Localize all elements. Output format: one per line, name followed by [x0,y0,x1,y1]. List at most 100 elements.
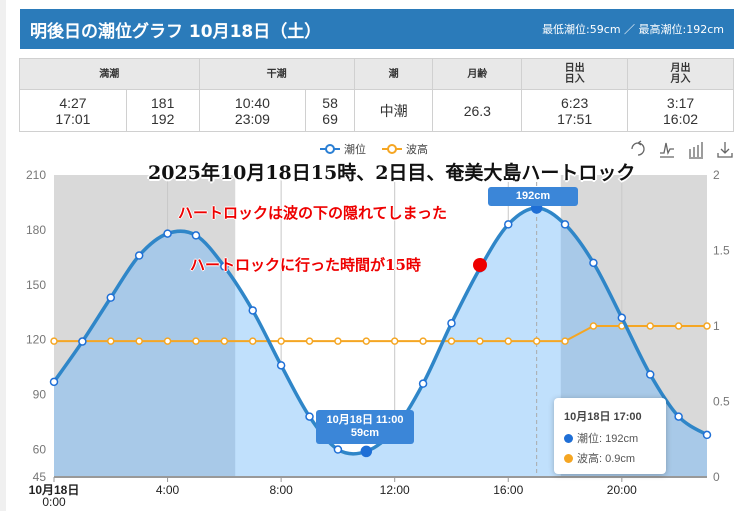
y-left-tick: 150 [26,278,46,292]
y-left-tick: 180 [26,223,46,237]
tide-point [191,231,201,240]
tide-dot-icon [564,433,573,443]
page-title: 明後日の潮位グラフ 10月18日（土） [30,21,322,42]
tide-point [418,379,428,388]
tooltip-tide: 潮位: 192cm [577,433,639,445]
tide-point [560,220,570,229]
bar-chart-icon[interactable] [689,142,703,159]
moon-age: 26.3 [432,89,523,132]
tooltip-wave: 波高: 0.9cm [577,453,636,465]
chart-header: 明後日の潮位グラフ 10月18日（土） 最低潮位:59cm ／ 最高潮位:192… [20,9,734,49]
high-label-text: 192cm [515,190,551,202]
wave-point [589,322,598,330]
wave-point [447,337,456,345]
page-edge [0,0,6,511]
tide-point [674,412,683,421]
wave-point [334,337,342,345]
wave-point [646,322,654,330]
low-tide-levels: 58 69 [305,89,355,132]
header-high-tide: 満潮 [19,58,200,90]
y-right-tick: 1 [713,319,720,333]
header-moon-age: 月齢 [432,58,523,90]
legend-marker-1 [387,144,397,154]
high-tide-levels: 181 192 [125,89,200,132]
tide-point [78,337,87,346]
tooltip-title: 10月18日 17:00 [564,411,642,423]
wave-point [248,337,257,345]
y-right-tick: 2 [713,168,720,182]
moon-times: 3:17 16:02 [627,89,734,132]
y-left-tick: 45 [33,470,47,484]
y-left-tick: 90 [33,388,47,402]
y-left-tick: 120 [26,333,46,347]
tide-point [134,251,144,260]
wave-point [50,337,58,345]
wave-point [703,322,711,330]
high-tide-label: 192cm [488,187,578,206]
tide-point [702,430,712,440]
wave-dot-icon [564,453,573,463]
wave-point [561,337,569,345]
download-icon[interactable] [717,142,733,158]
x-tick: 10月18日 [29,483,80,497]
overlay-title: 2025年10月18日15時、2日目、奄美大島ハートロック [148,162,636,184]
x-tick: 8:00 [269,483,293,497]
x-tick: 0:00 [42,495,66,509]
wave-point [476,337,484,345]
refresh-icon[interactable] [631,140,645,156]
sun-times: 6:23 17:51 [521,89,629,132]
tide-area-day [235,207,561,477]
tide-point [589,258,598,268]
overlay-note-1: ハートロックは波の下の隠れてしまった [178,204,447,222]
visit-marker [473,258,487,272]
low-tide-label: 10月18日 11:00 59cm [316,410,414,444]
legend-item-0: 潮位 [344,142,366,156]
x-tick: 12:00 [380,483,410,497]
legend-item-1: 波高 [406,142,428,156]
high-tide-times: 4:27 17:01 [19,89,127,132]
y-right-tick: 1.5 [713,244,730,258]
x-tick: 16:00 [493,483,523,497]
line-chart-icon[interactable] [660,142,674,158]
wave-point [504,337,513,345]
tide-point [49,377,59,387]
y-right-tick: 0 [713,470,720,484]
wave-point [674,322,683,330]
tide-point [504,220,513,229]
wave-point [220,337,229,345]
tide-point [333,445,343,454]
header-tide: 潮 [353,58,434,90]
wave-point [163,337,172,345]
tide-point [305,412,314,421]
x-tick: 20:00 [607,483,637,497]
tide-point [447,319,456,328]
wave-point [305,337,314,345]
wave-point [419,337,427,345]
wave-point [362,337,371,345]
tide-point [276,361,286,370]
tide-point [248,306,257,315]
y-left-tick: 210 [26,168,46,182]
wave-point [107,337,115,345]
tide-point [360,445,373,458]
x-tick: 4:00 [156,483,180,497]
tooltip: 10月18日 17:00 潮位: 192cm 波高: 0.9cm [554,398,666,474]
tide-type: 中潮 [353,89,434,132]
wave-line [54,325,707,343]
tide-point [645,370,655,379]
tide-point [617,313,627,323]
y-left-tick: 60 [33,443,47,457]
wave-point [390,337,399,345]
tide-point [220,262,229,271]
header-low-tide: 干潮 [198,58,355,90]
min-max-tide: 最低潮位:59cm ／ 最高潮位:192cm [542,23,724,36]
header-moon: 月出 月入 [627,58,734,90]
wave-point [532,337,541,345]
wave-point [277,337,285,345]
overlay-note-2: ハートロックに行った時間が15時 [190,256,421,274]
tide-point [106,293,116,302]
y-right-tick: 0.5 [713,395,730,409]
header-sun: 日出 日入 [521,58,629,90]
wave-point [135,337,143,345]
tide-table: 満潮 干潮 潮 月齢 日出 日入 月出 月入 4:27 17:01 181 19… [19,58,734,132]
